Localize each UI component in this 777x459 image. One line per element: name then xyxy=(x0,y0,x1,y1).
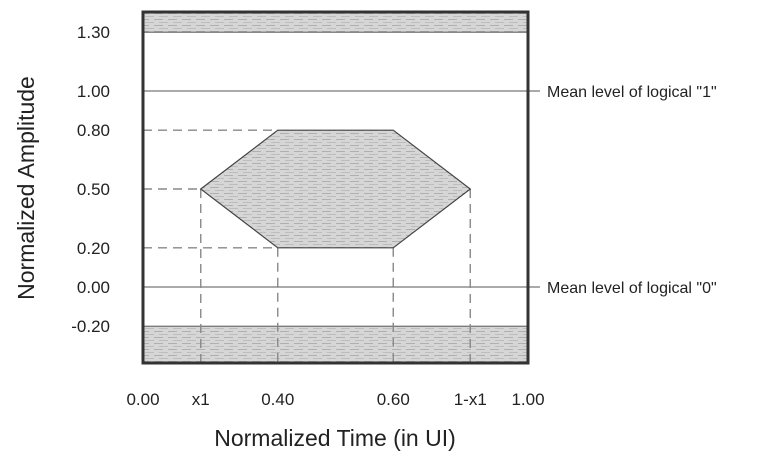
x-tick-labels: 0.00 x1 0.40 0.60 1-x1 1.00 xyxy=(126,390,544,409)
x-tick-label: x1 xyxy=(192,390,210,409)
y-axis-title: Normalized Amplitude xyxy=(13,76,39,300)
x-tick-label: 0.60 xyxy=(377,390,410,409)
plot-frame xyxy=(141,10,530,365)
y-tick-label: 1.00 xyxy=(77,82,110,101)
lower-mask-region xyxy=(142,325,529,364)
central-hexagon-mask xyxy=(199,129,472,249)
upper-mask-region xyxy=(142,11,529,33)
x-tick-label: 1.00 xyxy=(511,390,544,409)
y-tick-labels: 1.30 1.00 0.80 0.50 0.20 0.00 -0.20 xyxy=(71,23,110,336)
x-tick-label: 0.40 xyxy=(261,390,294,409)
y-tick-label: 0.80 xyxy=(77,121,110,140)
y-tick-label: -0.20 xyxy=(71,317,110,336)
guide-lines xyxy=(143,129,471,363)
x-axis-title: Normalized Time (in UI) xyxy=(214,425,456,451)
y-tick-label: 1.30 xyxy=(77,23,110,42)
y-tick-label: 0.20 xyxy=(77,239,110,258)
mean-level-zero-label: Mean level of logical "0" xyxy=(547,280,717,297)
mean-level-one-label: Mean level of logical "1" xyxy=(547,84,717,101)
x-tick-label: 0.00 xyxy=(126,390,159,409)
x-tick-label: 1-x1 xyxy=(454,390,487,409)
y-tick-label: 0.00 xyxy=(77,278,110,297)
y-tick-label: 0.50 xyxy=(77,180,110,199)
